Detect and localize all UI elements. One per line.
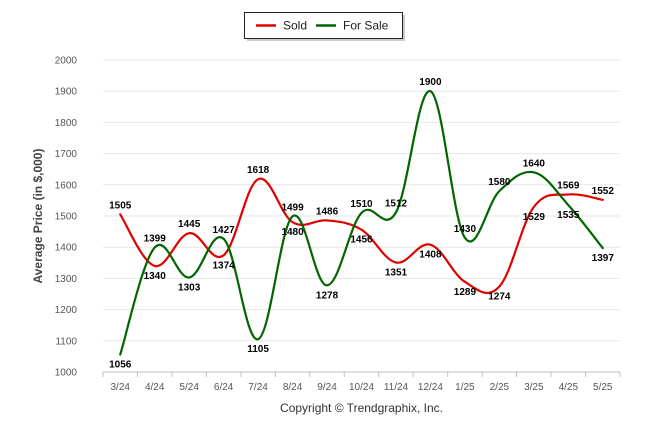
x-tick-label: 5/24: [179, 382, 199, 393]
x-tick-label: 11/24: [384, 382, 409, 393]
data-label-sold: 1274: [488, 292, 511, 303]
legend-label-sold: Sold: [283, 19, 307, 33]
legend: Sold For Sale: [244, 12, 405, 41]
data-label-sold: 1618: [247, 165, 270, 176]
x-tick-label: 10/24: [349, 382, 374, 393]
data-label-for-sale: 1640: [523, 158, 546, 169]
x-tick-label: 3/24: [110, 382, 130, 393]
data-label-sold: 1374: [213, 260, 236, 271]
data-label-sold: 1340: [144, 271, 167, 282]
data-label-for-sale: 1105: [247, 344, 269, 355]
data-label-for-sale: 1397: [592, 253, 615, 264]
x-tick-label: 1/25: [455, 382, 475, 393]
series-line-for-sale: [119, 90, 604, 356]
data-label-sold: 1505: [109, 200, 132, 211]
y-tick-label: 1400: [55, 243, 78, 254]
y-tick-label: 1000: [55, 368, 78, 379]
data-label-for-sale: 1900: [419, 77, 442, 88]
x-tick-label: 3/25: [524, 382, 544, 393]
legend-label-for-sale: For Sale: [343, 19, 389, 33]
x-tick-label: 8/24: [283, 382, 303, 393]
series-line-sold: [119, 177, 604, 295]
y-tick-label: 1100: [55, 336, 77, 347]
y-tick-label: 1900: [55, 87, 78, 98]
x-tick-labels: 3/24 4/24 5/24 6/24 7/24 8/24 9/24 10/24 11/24 12…: [110, 382, 612, 393]
x-tick-label: 7/24: [248, 382, 268, 393]
data-label-for-sale: 1303: [178, 282, 201, 293]
x-tick-label: 12/24: [418, 382, 443, 393]
y-tick-labels: 1000 1100 1200 1300 1400 1500 1600 1700 1800 1900…: [55, 56, 78, 379]
x-tick-label: 9/24: [317, 382, 337, 393]
y-tick-label: 1700: [55, 149, 78, 160]
data-labels-sold: 1505 1340 1445 1374 1618 1480 1486 1456 1351 1408…: [109, 165, 614, 302]
data-label-sold: 1351: [385, 267, 408, 278]
x-tick-label: 4/24: [145, 382, 165, 393]
data-label-sold: 1480: [281, 227, 304, 238]
data-label-sold: 1529: [523, 212, 546, 223]
x-tick-label: 4/25: [559, 382, 579, 393]
data-label-for-sale: 1056: [109, 360, 132, 371]
data-label-sold: 1445: [178, 219, 201, 230]
data-label-for-sale: 1430: [454, 224, 477, 235]
y-axis-title: Average Price (in $,000): [31, 149, 45, 284]
y-tick-label: 1200: [55, 305, 78, 316]
x-tick-label: 5/25: [593, 382, 613, 393]
data-label-for-sale: 1510: [350, 199, 373, 210]
x-tick-label: 2/25: [490, 382, 510, 393]
y-tick-label: 1800: [55, 118, 78, 129]
data-label-sold: 1289: [454, 287, 477, 298]
data-label-for-sale: 1499: [281, 202, 304, 213]
y-tick-label: 1300: [55, 274, 78, 285]
data-label-sold: 1569: [557, 180, 580, 191]
data-label-for-sale: 1580: [488, 177, 511, 188]
data-label-for-sale: 1535: [557, 210, 580, 221]
data-label-sold: 1552: [592, 186, 615, 197]
data-label-for-sale: 1427: [213, 225, 236, 236]
data-label-for-sale: 1399: [144, 234, 167, 245]
y-tick-label: 1600: [55, 180, 78, 191]
gridlines: [103, 59, 620, 373]
copyright-text: Copyright © Trendgraphix, Inc.: [280, 401, 443, 415]
data-label-sold: 1456: [350, 235, 373, 246]
data-label-for-sale: 1512: [385, 198, 408, 209]
x-tick-label: 6/24: [214, 382, 234, 393]
data-label-sold: 1486: [316, 206, 339, 217]
y-tick-label: 2000: [55, 56, 78, 67]
data-label-for-sale: 1278: [316, 290, 339, 301]
data-labels-for-sale: 1056 1399 1303 1427 1105 1499 1278 1510 1512 1900…: [109, 77, 614, 370]
y-tick-label: 1500: [55, 212, 78, 223]
data-label-sold: 1408: [419, 250, 442, 261]
